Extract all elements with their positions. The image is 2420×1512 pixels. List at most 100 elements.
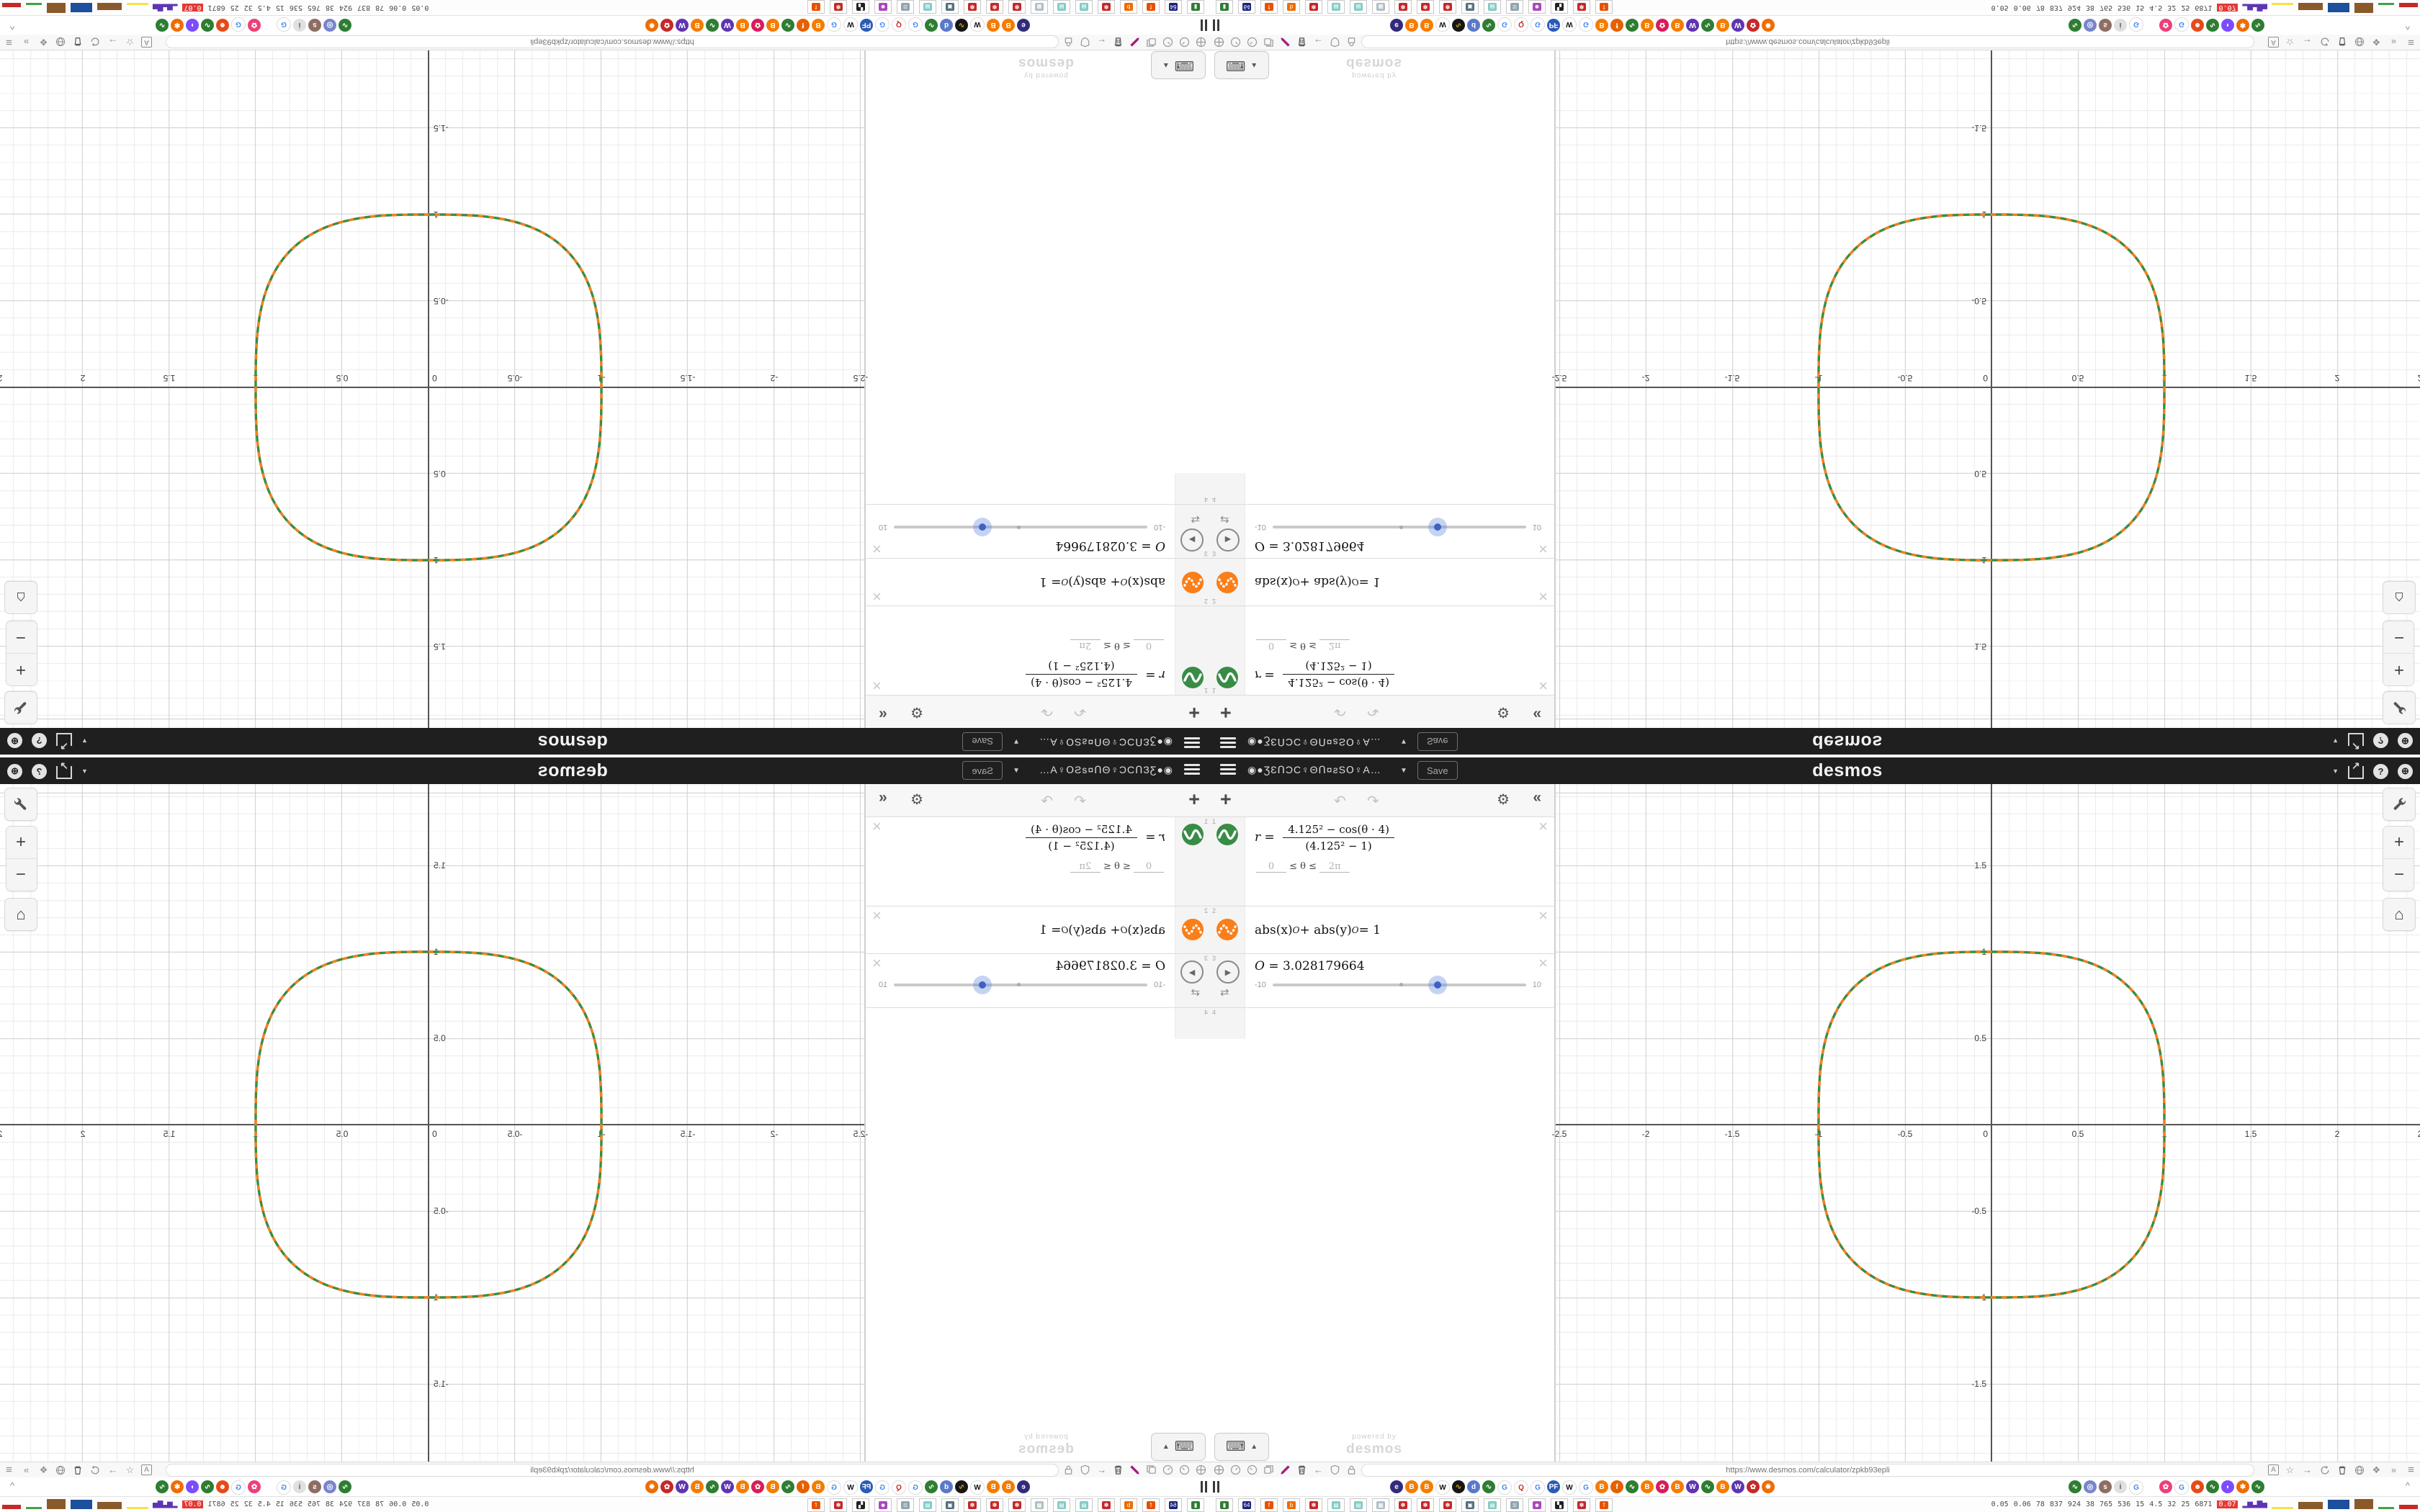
taskbar-app-button[interactable]: ▤ xyxy=(1327,1498,1345,1512)
bookmark-favicon[interactable]: ✿ xyxy=(1656,1480,1669,1493)
bookmark-favicon[interactable]: ✱ xyxy=(171,1480,184,1493)
bookmark-favicon[interactable]: ✿ xyxy=(660,1480,673,1493)
bookmark-favicon[interactable]: f xyxy=(1610,1480,1623,1493)
bookmark-favicon[interactable]: B xyxy=(691,19,704,32)
taskbar-app-button[interactable]: ☻ xyxy=(1528,1498,1546,1512)
taskbar-app-button[interactable]: b xyxy=(1120,1498,1137,1512)
bookmark-favicon[interactable]: G xyxy=(277,1480,291,1495)
bookmark-favicon[interactable]: W xyxy=(1686,19,1699,32)
delete-expression-icon[interactable]: × xyxy=(1538,588,1548,606)
slider-track[interactable] xyxy=(894,976,1148,994)
slider-handle[interactable] xyxy=(972,518,992,536)
polar-curve-icon[interactable] xyxy=(1216,667,1238,688)
taskbar-app-button[interactable]: ✽ xyxy=(830,1498,847,1512)
collapse-panel-icon[interactable]: « xyxy=(1533,706,1541,723)
bookmark-favicon[interactable]: ✿ xyxy=(248,19,261,32)
slider-loop-icon[interactable]: ⇄ xyxy=(1191,513,1200,526)
taskbar-app-button[interactable]: ✽ xyxy=(1098,1498,1115,1512)
bookmark-favicon[interactable]: ∿ xyxy=(2069,19,2081,32)
polar-curve-icon[interactable] xyxy=(1182,667,1204,688)
help-icon[interactable]: ? xyxy=(2373,733,2388,749)
bookmark-favicon[interactable]: ∿ xyxy=(2251,19,2264,32)
bookmark-favicon[interactable]: W xyxy=(970,17,985,32)
copy-icon[interactable] xyxy=(1145,36,1157,48)
implicit-curve-icon[interactable] xyxy=(1216,919,1238,940)
bookmark-favicon[interactable]: d xyxy=(1467,19,1480,32)
collapse-panel-icon[interactable]: « xyxy=(879,706,887,723)
zoom-out-button[interactable]: − xyxy=(6,621,37,653)
taskbar-app-button[interactable]: ▣ xyxy=(941,0,959,14)
delete-expression-icon[interactable]: × xyxy=(872,954,882,972)
bookmark-favicon[interactable]: ∿ xyxy=(339,1480,351,1493)
trash-icon[interactable] xyxy=(72,36,84,48)
expression-gutter[interactable]: 4 xyxy=(1210,1008,1245,1039)
reload-icon[interactable] xyxy=(2318,1464,2331,1476)
account-caret-icon[interactable]: ▼ xyxy=(2332,768,2339,775)
taskbar-app-button[interactable]: ▦ xyxy=(1031,1498,1048,1512)
expression-latex[interactable]: O = 3.028179664 -10 10 xyxy=(866,954,1210,994)
bookmark-favicon[interactable]: ∿ xyxy=(156,19,169,32)
extension-icon[interactable]: ❖ xyxy=(39,1464,48,1475)
expression-row-polar[interactable]: 1 r = 4.125² − cos(θ · 4) (4.125² − 1) 0… xyxy=(1210,817,1554,906)
reload-icon[interactable] xyxy=(89,36,102,48)
lock-icon[interactable] xyxy=(1062,1464,1075,1476)
expression-row-slider[interactable]: 3 ▶ ⇄ O = 3.028179664 -10 10 × xyxy=(1210,954,1554,1008)
bookmark-favicon[interactable]: G xyxy=(827,1480,841,1495)
bookmark-favicon[interactable]: ∿ xyxy=(925,19,938,32)
taskbar-app-button[interactable]: ≣ xyxy=(1506,1498,1523,1512)
taskbar-app-button[interactable]: ✽ xyxy=(986,1498,1003,1512)
gauge-icon[interactable] xyxy=(1162,1464,1174,1476)
bookmark-favicon[interactable]: ☻ xyxy=(216,1480,229,1493)
implicit-curve-icon[interactable] xyxy=(1182,572,1204,593)
taskbar-app-button[interactable]: ☻ xyxy=(874,0,892,14)
bookmark-favicon[interactable]: ◗ xyxy=(2221,19,2234,32)
title-caret-icon[interactable]: ▼ xyxy=(1013,737,1020,745)
gauge-icon[interactable] xyxy=(1162,36,1174,48)
slider-min-label[interactable]: -10 xyxy=(1255,981,1266,989)
delete-expression-icon[interactable]: × xyxy=(1538,954,1548,972)
bookmark-favicon[interactable]: G xyxy=(2174,1480,2189,1495)
expression-gutter[interactable]: 2 xyxy=(1175,559,1210,606)
reload-icon[interactable] xyxy=(2318,36,2331,48)
bookmark-favicon[interactable]: f xyxy=(1610,19,1623,32)
theta-domain[interactable]: 0 ≤ θ ≤ 2π xyxy=(1256,861,1554,873)
bookmark-favicon[interactable]: ∿ xyxy=(1452,1480,1465,1493)
bookmark-favicon[interactable]: B xyxy=(987,1480,1000,1493)
bookmark-favicon[interactable]: W xyxy=(970,1480,985,1495)
slider-play-icon[interactable]: ▶ xyxy=(1180,528,1204,552)
bookmark-favicon[interactable]: i xyxy=(2114,19,2127,32)
bookmark-favicon[interactable]: G xyxy=(1531,17,1545,32)
bookmark-favicon[interactable]: W xyxy=(721,1480,734,1493)
bookmark-favicon[interactable]: ∿ xyxy=(781,19,794,32)
bookmark-favicon[interactable]: G xyxy=(2129,17,2143,32)
bookmark-favicon[interactable]: G xyxy=(827,17,841,32)
bookmark-favicon[interactable]: ∿ xyxy=(1452,19,1465,32)
shield-icon[interactable] xyxy=(1329,1464,1341,1476)
back-arrow-icon[interactable]: ← xyxy=(1097,37,1106,48)
implicit-curve[interactable] xyxy=(254,213,603,562)
taskbar-app-button[interactable]: ▣ xyxy=(1461,1498,1479,1512)
menu-icon[interactable] xyxy=(1184,735,1200,748)
taskbar-app-button[interactable]: ≣ xyxy=(1506,0,1523,14)
globe-icon[interactable] xyxy=(55,36,67,48)
zoom-in-button[interactable]: + xyxy=(6,653,37,685)
language-globe-icon[interactable]: ⊕ xyxy=(2398,763,2413,779)
save-button[interactable]: Save xyxy=(1417,761,1458,780)
graph-title[interactable]: ◉●ƷƐՈƆC♀ΘՈ¤ƨSՕ♀A… xyxy=(1247,737,1381,748)
bookmark-favicon[interactable]: s xyxy=(2099,19,2112,32)
help-icon[interactable]: ? xyxy=(2373,763,2388,779)
taskbar-app-button[interactable]: ▦ xyxy=(1372,1498,1389,1512)
taskbar-app-button[interactable]: ▮ xyxy=(1187,1498,1204,1512)
slider-min-label[interactable]: -10 xyxy=(1255,523,1266,531)
bookmark-favicon[interactable]: ✱ xyxy=(2236,19,2249,32)
expression-gutter[interactable]: 3 ▶ ⇄ xyxy=(1175,505,1210,558)
share-icon[interactable] xyxy=(56,733,72,746)
trash-icon[interactable] xyxy=(1296,36,1308,48)
taskbar-app-button[interactable]: ▤ xyxy=(1053,0,1070,14)
overflow-chevrons-icon[interactable]: » xyxy=(2390,37,2397,48)
polar-curve[interactable] xyxy=(254,213,603,562)
undo-icon[interactable]: ↶ xyxy=(1074,703,1086,719)
bookmark-favicon[interactable]: B xyxy=(736,1480,749,1493)
expression-gutter[interactable]: 4 xyxy=(1175,1008,1210,1039)
bookmark-favicon[interactable]: ✿ xyxy=(1747,19,1760,32)
